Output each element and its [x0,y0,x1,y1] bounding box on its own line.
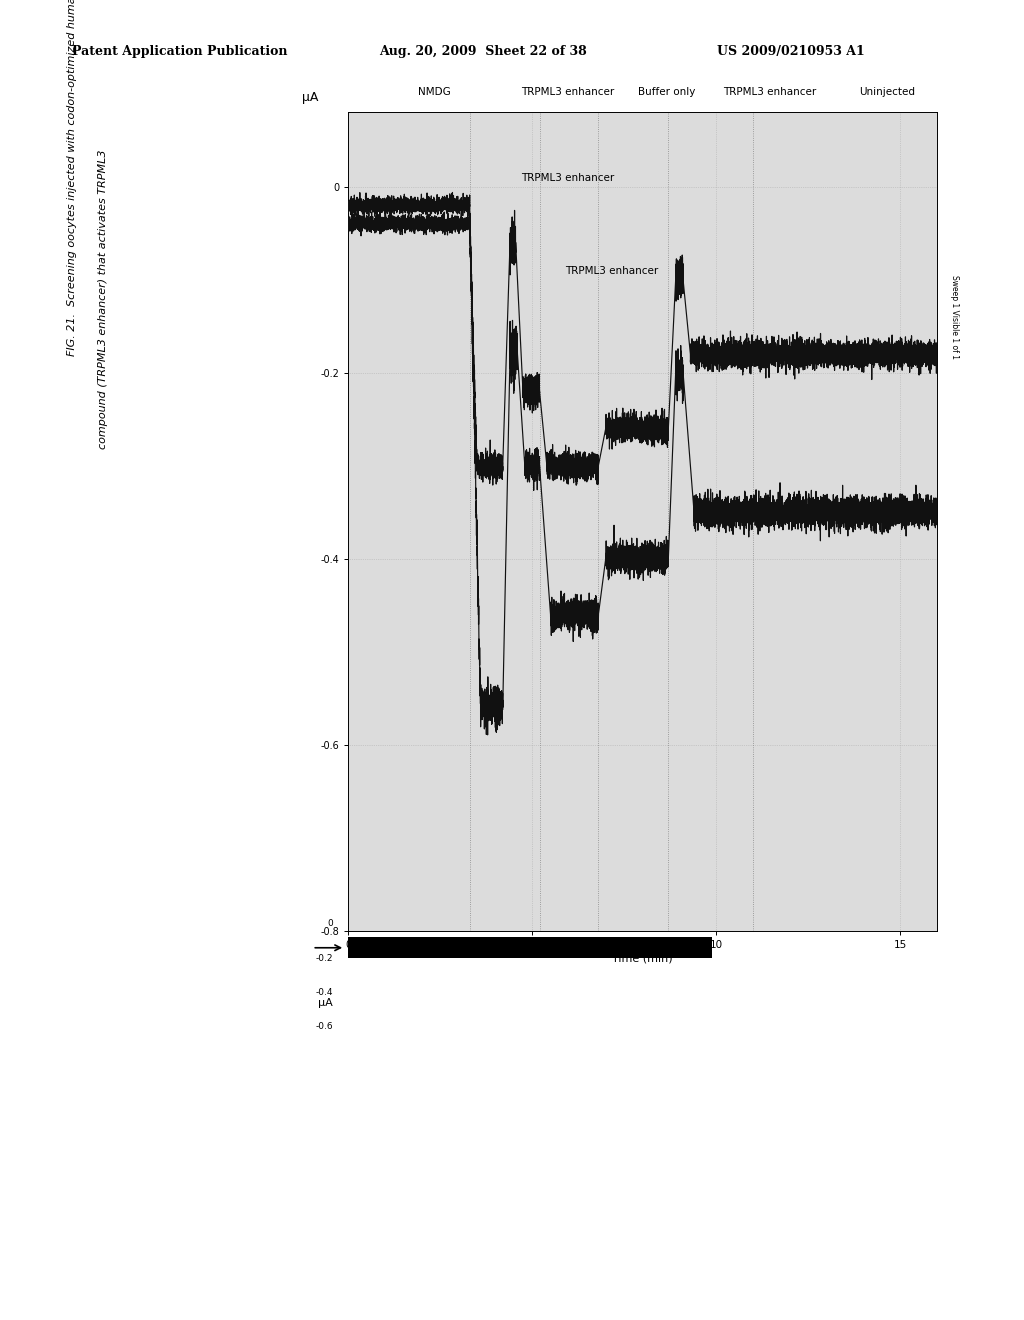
Text: Aug. 20, 2009  Sheet 22 of 38: Aug. 20, 2009 Sheet 22 of 38 [379,45,587,58]
Text: TRPML3 enhancer: TRPML3 enhancer [723,87,816,98]
Text: US 2009/0210953 A1: US 2009/0210953 A1 [717,45,864,58]
Text: -0.4: -0.4 [315,989,333,997]
Text: TRPML3 enhancer: TRPML3 enhancer [521,87,614,98]
Text: FIG. 21.  Screening oocytes injected with codon-optimized human TRPML3 cRNA to i: FIG. 21. Screening oocytes injected with… [67,0,77,356]
Text: μA: μA [318,998,333,1008]
Text: 0: 0 [327,920,333,928]
Text: compound (TRPML3 enhancer) that activates TRPML3: compound (TRPML3 enhancer) that activate… [97,149,108,449]
Text: TRPML3 enhancer: TRPML3 enhancer [565,265,658,276]
Text: Buffer only: Buffer only [639,87,696,98]
Text: Uninjected: Uninjected [859,87,915,98]
Text: μA: μA [302,91,318,104]
Text: NMDG: NMDG [418,87,451,98]
X-axis label: Time (min): Time (min) [612,954,673,964]
Text: Sweep 1 Visible 1 of 1: Sweep 1 Visible 1 of 1 [950,275,959,359]
Text: Patent Application Publication: Patent Application Publication [72,45,287,58]
Text: -0.2: -0.2 [315,954,333,962]
Text: -0.6: -0.6 [315,1023,333,1031]
Text: TRPML3 enhancer: TRPML3 enhancer [521,173,614,183]
